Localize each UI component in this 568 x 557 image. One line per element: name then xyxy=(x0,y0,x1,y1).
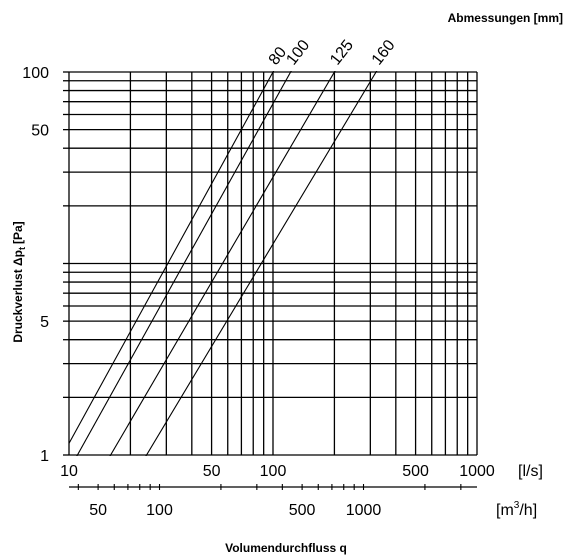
y-tick-label: 100 xyxy=(22,65,49,82)
x2-tick-label: 500 xyxy=(289,502,316,519)
series-line-100 xyxy=(76,71,292,456)
y-tick-label: 5 xyxy=(40,314,49,331)
x2-tick-label: 100 xyxy=(146,502,173,519)
x2-tick-label: 1000 xyxy=(346,502,382,519)
x-tick-label: 10 xyxy=(60,463,78,480)
x-unit-m3h-main: [m xyxy=(496,502,514,519)
x-axis-label: Volumendurchfluss q xyxy=(225,541,347,555)
x-unit-m3h-end: /h] xyxy=(519,502,537,519)
x-tick-label: 50 xyxy=(203,463,221,480)
series-label-160: 160 xyxy=(369,37,399,69)
x-unit-m3h: [m3/h] xyxy=(496,500,537,519)
series-line-80 xyxy=(69,71,275,445)
x-tick-label: 500 xyxy=(402,463,429,480)
y-axis-label-subscript: t xyxy=(17,247,27,250)
grid-lines xyxy=(63,71,478,490)
series-line-125 xyxy=(109,71,336,456)
x-unit-m3h-superscript: 3 xyxy=(514,500,520,511)
series-line-160 xyxy=(145,71,378,456)
series-label-100: 100 xyxy=(283,37,313,69)
y-axis-label-unit: [Pa] xyxy=(11,221,25,244)
y-axis-label-main: Druckverlust Δp xyxy=(11,250,25,343)
x-tick-label: 100 xyxy=(260,463,287,480)
series-lines xyxy=(69,71,378,456)
x-tick-label: 1000 xyxy=(459,463,495,480)
legend-title: Abmessungen [mm] xyxy=(448,11,563,25)
y-tick-label: 50 xyxy=(31,123,49,140)
x2-tick-label: 50 xyxy=(89,502,107,519)
y-axis-label: Druckverlust Δpt [Pa] xyxy=(11,221,27,342)
x-unit-ls: [l/s] xyxy=(518,463,543,480)
y-tick-label: 1 xyxy=(40,448,49,465)
series-label-125: 125 xyxy=(327,37,357,69)
